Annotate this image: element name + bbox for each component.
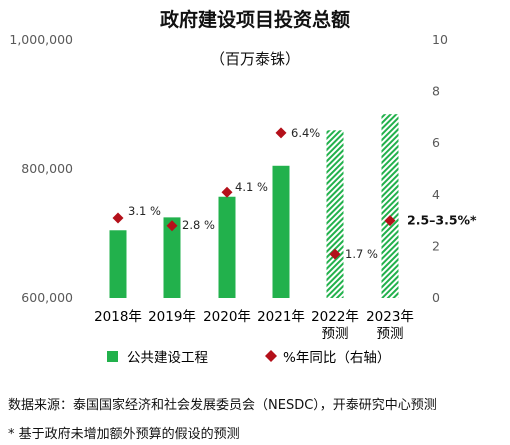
yoy-data-label: 4.1 %: [235, 180, 268, 194]
yoy-marker: [384, 215, 396, 227]
yoy-marker: [166, 220, 178, 232]
bar-series: [109, 114, 399, 298]
right-tick-label: 8: [432, 84, 440, 99]
left-tick-label: 1,000,000: [9, 32, 73, 47]
yoy-data-label: 2.5–3.5%*: [407, 213, 477, 228]
source-note: 数据来源：泰国国家经济和社会发展委员会（NESDC），开泰研究中心预测: [8, 398, 437, 413]
yoy-marker: [275, 127, 287, 139]
left-axis: 600,000 800,000 1,000,000: [9, 32, 73, 305]
left-tick-label: 600,000: [21, 290, 73, 305]
footnote: * 基于政府未增加额外预算的假设的预测: [8, 427, 240, 442]
legend-bar-swatch: [107, 351, 118, 362]
yoy-data-label: 2.8 %: [182, 218, 215, 232]
yoy-data-label: 6.4%: [291, 126, 320, 140]
category-label: 2023年预测: [366, 309, 414, 342]
yoy-marker: [221, 186, 233, 198]
chart-subtitle: （百万泰铢）: [210, 50, 300, 68]
right-tick-label: 2: [432, 238, 440, 253]
legend-yoy-label: %年同比（右轴）: [283, 350, 390, 366]
yoy-series: 3.1 % 2.8 % 4.1 % 6.4% 1.7 % 2.5–3.5%*: [112, 126, 477, 261]
category-label: 2019年: [148, 309, 196, 325]
right-tick-label: 4: [432, 187, 440, 202]
right-tick-label: 6: [432, 135, 440, 150]
bar: [272, 165, 290, 298]
legend-diamond-icon: [265, 350, 277, 362]
legend: 公共建设工程 %年同比（右轴）: [107, 350, 390, 366]
category-label: 2021年: [257, 309, 305, 325]
yoy-data-label: 3.1 %: [128, 204, 161, 218]
legend-bar-label: 公共建设工程: [127, 350, 208, 366]
bar: [163, 217, 181, 298]
bar: [109, 230, 127, 298]
left-tick-label: 800,000: [21, 161, 73, 176]
right-tick-label: 0: [432, 290, 440, 305]
right-tick-label: 10: [432, 32, 448, 47]
forecast-bar: [326, 130, 344, 298]
yoy-marker: [112, 212, 124, 224]
yoy-data-label: 1.7 %: [345, 247, 378, 261]
yoy-marker: [329, 248, 341, 260]
chart-title: 政府建设项目投资总额: [160, 8, 350, 31]
bar: [218, 196, 236, 298]
forecast-bar: [381, 114, 399, 298]
right-axis: 0 2 4 6 8 10: [432, 32, 448, 305]
chart: 政府建设项目投资总额 （百万泰铢） 600,000 800,000 1,000,00…: [9, 8, 477, 366]
category-label: 2022年预测: [311, 309, 359, 342]
category-label: 2018年: [94, 309, 142, 325]
category-label: 2020年: [203, 309, 251, 325]
